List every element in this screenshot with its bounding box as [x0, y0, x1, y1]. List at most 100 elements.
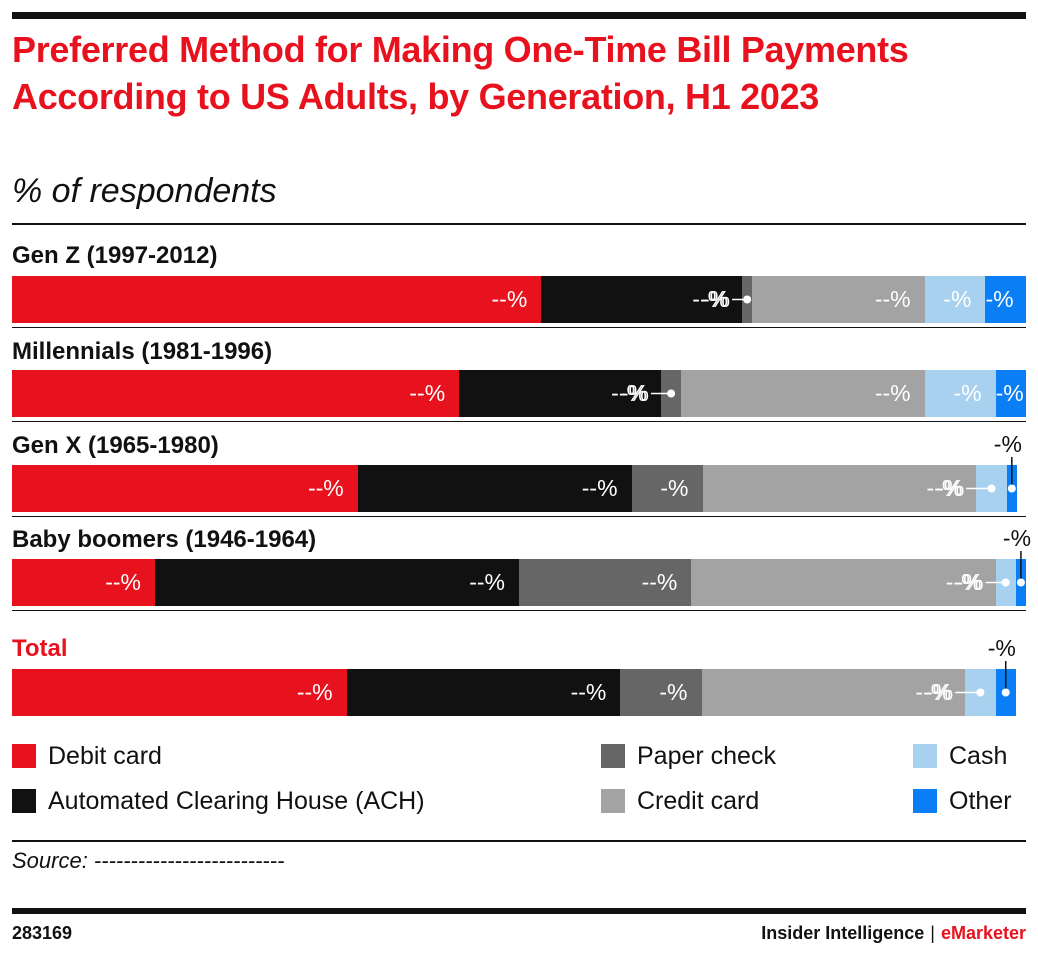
source-rule	[12, 840, 1026, 842]
data-label: -%	[955, 569, 984, 595]
chart-subtitle: % of respondents	[12, 172, 277, 210]
bar-segment	[12, 276, 542, 323]
legend-swatch	[913, 789, 937, 813]
bar-segment	[12, 559, 155, 606]
bar-segment	[976, 465, 1007, 512]
bar-segment	[12, 465, 358, 512]
data-label: -%	[925, 679, 954, 705]
stacked-bar: --% --% -% --% -% -%	[12, 276, 1026, 323]
bar-segment	[742, 276, 753, 323]
bar-segment	[702, 465, 977, 512]
legend-item: Other	[913, 786, 1012, 816]
category-label: Millennials (1981-1996)	[12, 338, 273, 365]
bar-segment	[995, 559, 1016, 606]
bar-segment	[620, 669, 702, 716]
bar-segment	[995, 370, 1026, 417]
bar-segment	[346, 669, 621, 716]
subtitle-rule	[12, 223, 1026, 225]
stacked-bar: --% --% -% --% -%	[12, 669, 1026, 716]
legend-item: Credit card	[601, 786, 759, 816]
chart-title: Preferred Method for Making One-Time Bil…	[12, 29, 909, 117]
bar-segment	[12, 669, 347, 716]
data-label: --%	[692, 286, 729, 312]
data-label: -%	[985, 286, 1014, 312]
category-label: Baby boomers (1946-1964)	[12, 526, 317, 553]
legend-item: Debit card	[12, 741, 162, 771]
legend-swatch	[601, 789, 625, 813]
legend-label: Other	[949, 786, 1012, 815]
data-label: --%	[469, 569, 505, 595]
bar-segment	[681, 370, 925, 417]
bar-segment	[631, 465, 703, 512]
data-label: -%	[993, 431, 1022, 457]
stacked-bar: --% --% --% --% -%	[12, 559, 1026, 606]
legend-item: Cash	[913, 741, 1007, 771]
bar-segment	[995, 669, 1016, 716]
legend-swatch	[12, 789, 36, 813]
data-label: --%	[926, 475, 963, 501]
bar-segment	[752, 276, 925, 323]
top-rule	[12, 12, 1026, 19]
group-separator	[12, 327, 1026, 328]
bar-segment	[541, 276, 743, 323]
data-label: --%	[570, 679, 607, 705]
group-separator	[12, 610, 1026, 611]
legend-label: Credit card	[637, 786, 760, 815]
bar-segment	[924, 276, 986, 323]
legend-swatch	[601, 744, 625, 768]
bar-segment	[519, 559, 692, 606]
bar-segment	[985, 276, 1026, 323]
brand-separator: |	[930, 923, 935, 943]
data-label: --%	[409, 380, 446, 406]
data-label: -%	[936, 475, 965, 501]
bar-segment	[154, 559, 519, 606]
legend-item: Paper check	[601, 741, 776, 771]
data-label: -%	[660, 475, 689, 501]
bar-segment	[459, 370, 661, 417]
data-label: --%	[641, 569, 678, 595]
legend-swatch	[12, 744, 36, 768]
data-label: --%	[874, 286, 911, 312]
legend-label: Paper check	[637, 741, 776, 770]
data-label: -%	[987, 635, 1016, 661]
bar-segment	[965, 669, 996, 716]
bar-segment	[12, 370, 460, 417]
bar-segment	[691, 559, 996, 606]
data-label: --%	[581, 475, 618, 501]
data-label: -%	[659, 679, 688, 705]
legend-label: Cash	[949, 741, 1008, 770]
data-label: -%	[953, 380, 982, 406]
bar-segment	[357, 465, 632, 512]
chart-id: 283169	[12, 923, 73, 943]
data-label: --%	[105, 569, 141, 595]
group-separator	[12, 516, 1026, 517]
brand-insider-intelligence: Insider Intelligence	[761, 923, 925, 943]
data-label: --%	[491, 286, 528, 312]
legend-label: Debit card	[48, 741, 162, 770]
legend-swatch	[913, 744, 937, 768]
data-label: -%	[1002, 525, 1032, 551]
data-label: -%	[943, 286, 972, 312]
bottom-rule	[12, 908, 1026, 914]
category-label: Total	[12, 635, 68, 662]
brand-emarketer: eMarketer	[940, 923, 1026, 943]
group-separator	[12, 421, 1026, 422]
data-label: --%	[611, 380, 647, 406]
bar-segment	[1006, 465, 1017, 512]
data-label: --%	[945, 569, 982, 595]
bar-segment	[701, 669, 966, 716]
stacked-bar: --% --% -% --% -%	[12, 465, 1026, 512]
bar-segment	[660, 370, 682, 417]
source-note: Source: --------------------------	[12, 848, 285, 873]
data-label: --%	[874, 380, 911, 406]
brand-footer: Insider Intelligence | eMarketer	[761, 923, 1026, 944]
data-label: --%	[307, 475, 344, 501]
data-label: -%	[701, 286, 731, 312]
bar-segment	[924, 370, 996, 417]
category-label: Gen X (1965-1980)	[12, 432, 219, 459]
category-label: Gen Z (1997-2012)	[12, 242, 218, 269]
legend-label: Automated Clearing House (ACH)	[48, 786, 425, 815]
data-label: -%	[995, 380, 1024, 406]
data-label: --%	[915, 679, 952, 705]
bar-segment	[1015, 559, 1026, 606]
